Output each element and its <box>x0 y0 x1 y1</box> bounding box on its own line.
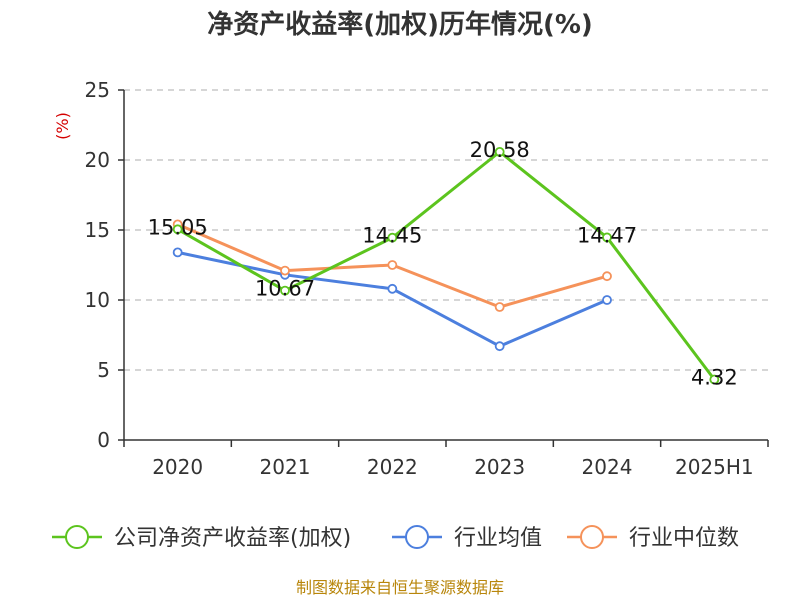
y-tick-label-10: 10 <box>85 288 110 312</box>
data-label-2022: 14.45 <box>362 224 422 248</box>
y-tick-label-0: 0 <box>97 428 110 452</box>
y-tick-label-20: 20 <box>85 148 110 172</box>
legend-item-1[interactable]: 行业均值 <box>392 525 542 551</box>
series-2-point-2021 <box>280 265 290 276</box>
legend-marker-2 <box>580 525 604 549</box>
legend-label-2: 行业中位数 <box>629 526 739 551</box>
legend-label-0: 公司净资产收益率(加权) <box>114 526 351 551</box>
source-note: 制图数据来自恒生聚源数据库 <box>296 578 504 597</box>
data-labels: 15.05 10.67 14.45 20.58 14.47 4.32 <box>148 138 738 390</box>
grid <box>124 89 768 371</box>
legend-label-1: 行业均值 <box>454 526 542 551</box>
series-2-point-2024 <box>602 271 612 282</box>
data-label-2020: 15.05 <box>148 215 208 239</box>
tick-labels: 0 5 10 15 20 25 2020 2021 2022 2023 2024 2025H1 <box>85 78 754 479</box>
data-label-2024: 14.47 <box>577 223 637 247</box>
legend-marker-1 <box>405 525 429 549</box>
series-0-point-2022 <box>387 232 398 243</box>
series-2-point-2022 <box>387 260 398 270</box>
series-0-point-2020 <box>172 224 183 235</box>
series-0-point-2025H1 <box>709 374 720 385</box>
chart-title: 净资产收益率(加权)历年情况(%) <box>207 9 593 40</box>
series-1-point-2023 <box>494 341 505 352</box>
legend-item-0[interactable]: 公司净资产收益率(加权) <box>52 525 351 551</box>
data-label-2021: 10.67 <box>255 277 315 301</box>
series-0-point-2023 <box>494 146 505 157</box>
data-label-2023: 20.58 <box>470 138 530 162</box>
legend: 公司净资产收益率(加权) 行业均值 行业中位数 <box>52 525 739 551</box>
y-axis-unit: (%) <box>53 112 72 140</box>
axes <box>118 89 769 447</box>
data-label-2025H1: 4.32 <box>691 366 738 390</box>
series-2-point-2023 <box>494 302 505 312</box>
x-tick-label-2022: 2022 <box>367 455 418 479</box>
y-tick-label-25: 25 <box>85 78 110 102</box>
x-tick-label-2023: 2023 <box>474 455 525 479</box>
series-1-point-2022 <box>387 283 398 294</box>
legend-marker-0 <box>65 525 89 549</box>
series-0-point-2021 <box>280 285 290 296</box>
series-lines <box>172 146 720 385</box>
x-tick-label-2020: 2020 <box>152 455 203 479</box>
series-1-point-2024 <box>602 295 612 305</box>
series-line-0 <box>176 150 716 381</box>
series-0-point-2024 <box>602 232 612 243</box>
x-tick-label-2021: 2021 <box>260 455 311 479</box>
x-tick-label-2025H1: 2025H1 <box>675 455 754 479</box>
y-tick-label-5: 5 <box>97 358 110 382</box>
y-tick-label-15: 15 <box>85 218 110 242</box>
series-1-point-2020 <box>172 247 183 258</box>
x-tick-label-2024: 2024 <box>582 455 633 479</box>
legend-item-2[interactable]: 行业中位数 <box>567 525 739 551</box>
